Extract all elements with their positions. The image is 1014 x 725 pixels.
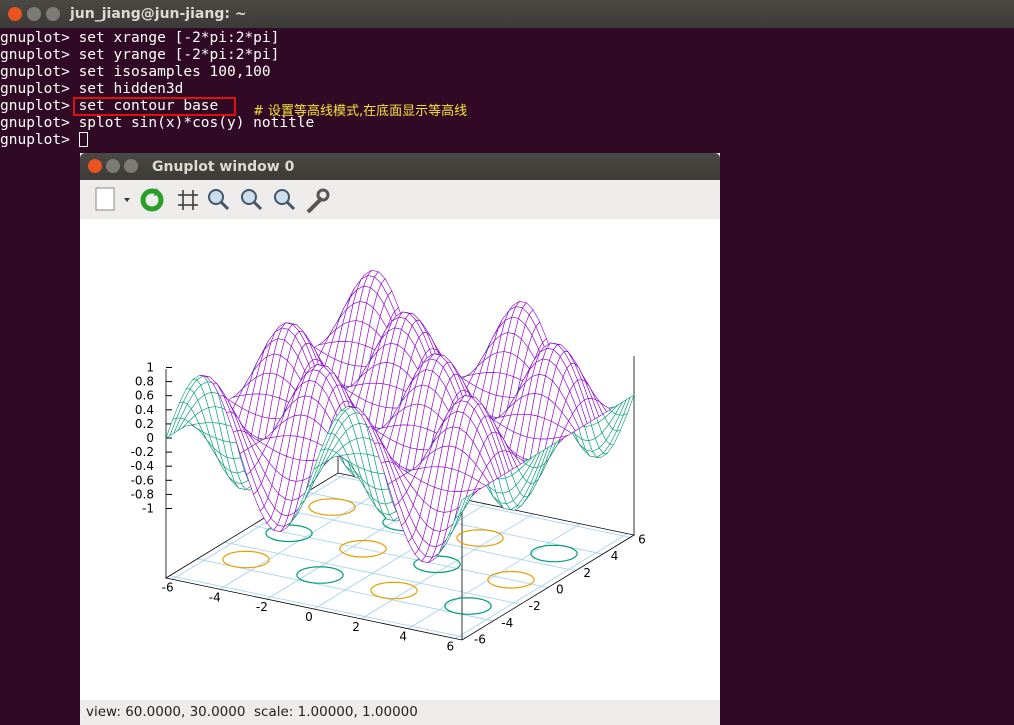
prompt: gnuplot> [0,47,70,63]
z-tick-label: 0.4 [135,403,154,417]
zoom-out-button[interactable] [208,189,230,211]
terminal-line: gnuplot> [0,132,314,149]
close-button[interactable] [8,7,22,21]
y-tick-label: -6 [474,633,486,647]
terminal-line: gnuplot> splot sin(x)*cos(y) notitle [0,115,314,132]
contour [413,555,461,574]
gnuplot-window: Gnuplot window 0 -6 -4 -2 0 2 4 6 -6 -4 -2 0 2 4 6 1 0.… [80,153,720,725]
contour [370,581,418,600]
grid-line [251,525,549,588]
z-tick-label: -0.4 [131,459,154,473]
terminal-line: gnuplot> set hidden3d [0,81,314,98]
grid-line [224,541,521,605]
terminal-title: jun_jiang@jun-jiang: ~ [70,6,247,22]
maximize-button[interactable] [46,7,60,21]
minimize-button[interactable] [106,159,120,173]
contour [444,597,492,615]
toolbar [95,187,330,214]
x-tick-label: 2 [352,620,360,634]
maximize-button[interactable] [124,159,138,173]
zoom-fit-button[interactable] [274,189,296,211]
contour [456,529,504,547]
x-tick-label: 6 [447,640,455,654]
y-tick-label: 4 [611,549,619,563]
y-tick-label: 2 [583,566,591,580]
x-tick-label: 4 [399,630,407,644]
surface-cell [454,496,467,520]
prompt: gnuplot> [0,81,70,97]
z-tick-label: -0.8 [131,487,154,501]
prompt: gnuplot> [0,132,70,148]
x-tick-label: -2 [256,600,268,614]
terminal-line: gnuplot> set yrange [-2*pi:2*pi] [0,47,314,64]
minimize-button[interactable] [27,7,41,21]
z-tick-label: -1 [142,502,154,516]
settings-button[interactable] [306,188,330,214]
grid-button[interactable] [178,190,198,210]
command: splot sin(x)*cos(y) notitle [78,115,315,131]
prompt: gnuplot> [0,98,70,114]
zoom-in-button[interactable] [241,189,263,211]
contour [222,550,270,569]
x-tick-label: -6 [162,580,174,594]
command: set contour base [78,98,219,114]
z-tick-label: 0.2 [135,417,154,431]
y-tick-label: 6 [638,532,646,546]
window-title: Gnuplot window 0 [152,159,295,175]
command: set isosamples 100,100 [78,64,271,80]
command: set xrange [-2*pi:2*pi] [78,30,280,46]
y-tick-label: -4 [501,616,513,630]
z-tick-label: 0.6 [135,389,154,403]
contour [339,539,387,558]
z-tick-label: -0.6 [131,473,154,487]
contour [487,570,535,589]
terminal-line: gnuplot> set contour base [0,98,314,115]
z-tick-label: 0 [146,431,154,445]
terminal-line: gnuplot> set xrange [-2*pi:2*pi] [0,30,314,47]
status-bar: view: 60.0000, 30.0000 scale: 1.00000, 1… [86,704,418,720]
contour [265,524,313,543]
export-button[interactable] [95,187,130,211]
terminal-titlebar: jun_jiang@jun-jiang: ~ [0,0,1014,28]
z-tick-label: -0.2 [131,445,154,459]
grid-line [169,575,466,639]
contour [530,544,578,563]
terminal-output: gnuplot> set xrange [-2*pi:2*pi] gnuplot>… [0,30,314,149]
prompt: gnuplot> [0,64,70,80]
x-tick-label: 0 [305,610,313,624]
contour [308,498,356,516]
y-tick-label: 0 [556,583,564,597]
z-tick-label: 1 [146,361,154,375]
terminal-line: gnuplot> set isosamples 100,100 [0,64,314,81]
x-tick-label: -4 [209,590,221,604]
command: set yrange [-2*pi:2*pi] [78,47,280,63]
cursor [78,132,88,147]
highlight-box [73,97,236,116]
prompt: gnuplot> [0,30,70,46]
contour [296,566,344,584]
window-titlebar: Gnuplot window 0 [80,153,720,180]
replot-button[interactable] [140,188,164,212]
prompt: gnuplot> [0,115,70,131]
grid-line [197,558,494,622]
annotation: # 设置等高线模式,在底面显示等高线 [253,104,468,119]
command: set hidden3d [78,81,184,97]
z-tick-label: 0.8 [135,375,154,389]
close-button[interactable] [88,159,102,173]
y-tick-label: -2 [529,599,541,613]
